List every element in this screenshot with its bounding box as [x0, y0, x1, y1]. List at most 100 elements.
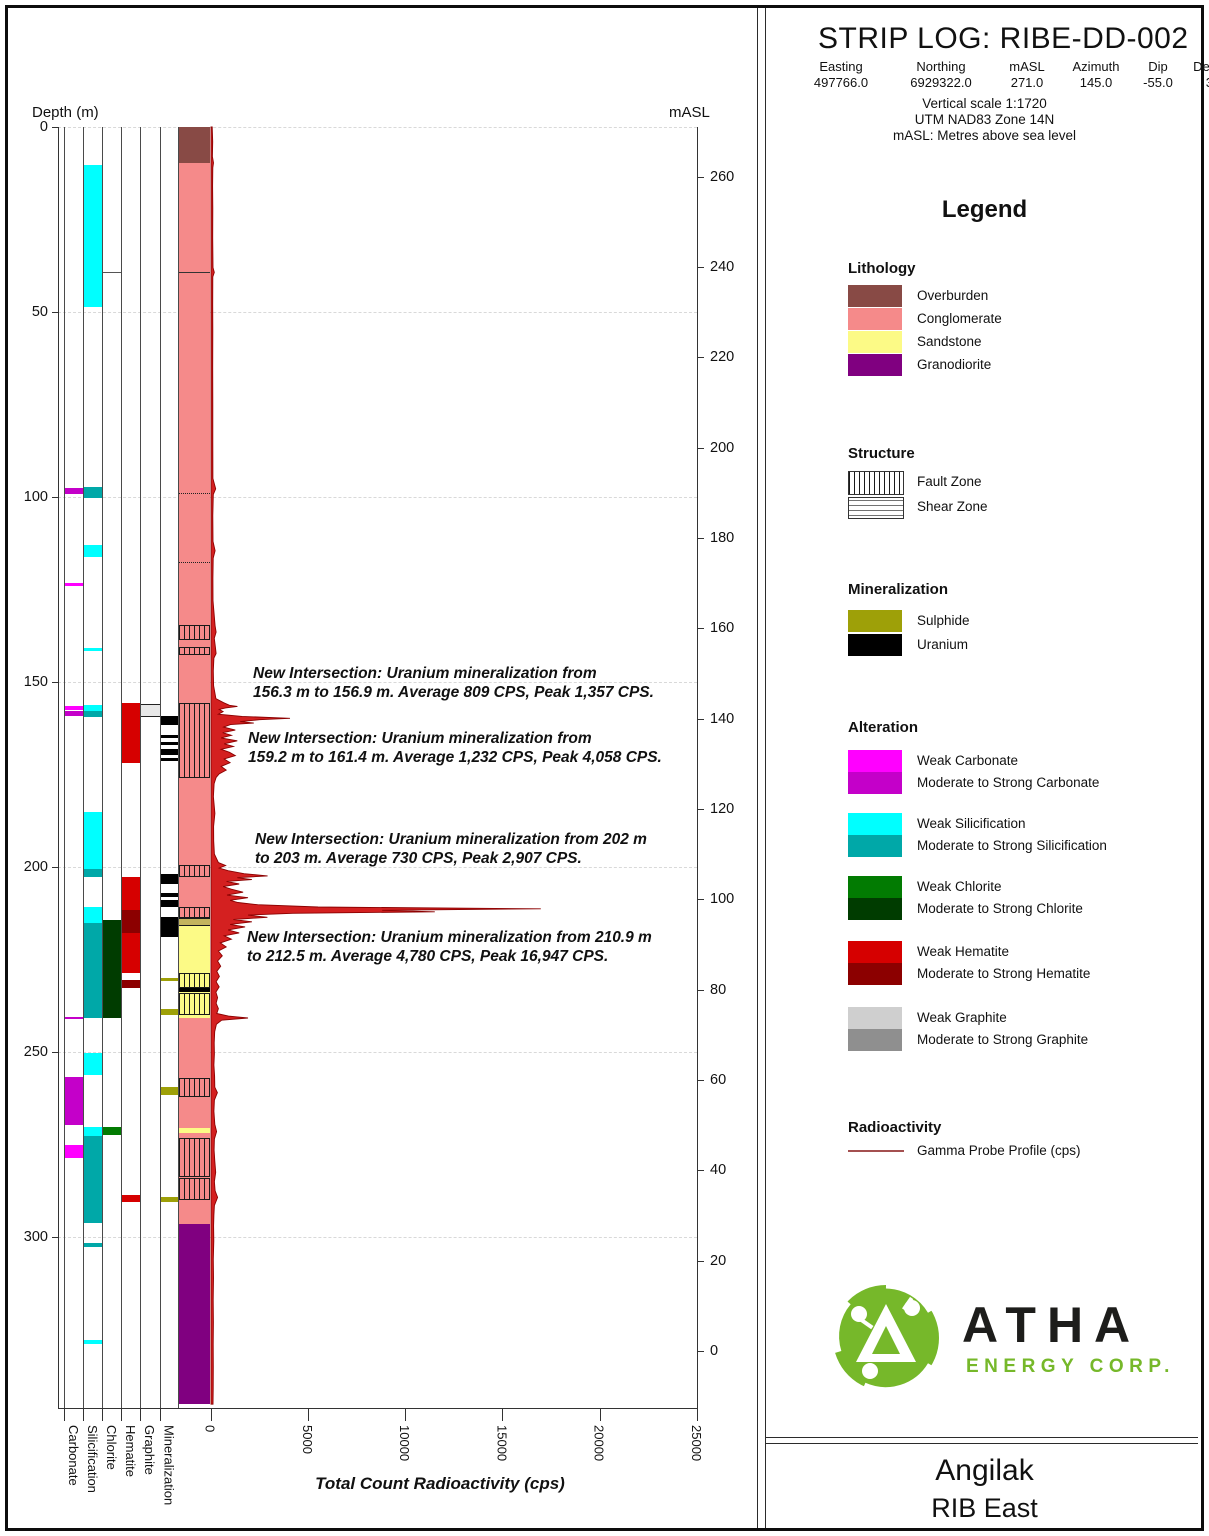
fault-zone-overlay	[179, 1137, 210, 1178]
track-interval-uranium	[160, 748, 178, 755]
swatch-fault-zone	[848, 471, 904, 495]
masl-tick-label: 160	[710, 620, 735, 637]
track-border	[102, 127, 103, 1408]
track-interval-hematite_weak	[122, 932, 140, 973]
x-axis-title: Total Count Radioactivity (cps)	[315, 1474, 565, 1493]
litho-interval-sandstone	[179, 1127, 210, 1134]
masl-tick-label: 240	[710, 259, 735, 276]
legend-label-gamma: Gamma Probe Profile (cps)	[917, 1143, 1081, 1158]
masl-tick-label: 180	[710, 530, 735, 547]
masl-tick	[697, 1170, 704, 1172]
utm-note: UTM NAD83 Zone 14N	[914, 112, 1055, 127]
legend-title: Legend	[941, 196, 1028, 223]
masl-tick-label: 200	[710, 439, 735, 456]
track-interval-sulphide	[160, 1087, 178, 1095]
masl-tick-label: 220	[710, 349, 735, 366]
masl-tick	[697, 628, 704, 630]
gamma-tick-label: 20000	[591, 1425, 607, 1462]
track-interval-silicification_weak	[84, 704, 102, 711]
track-interval-carbonate_weak	[65, 582, 83, 587]
masl-tick	[697, 447, 704, 449]
legend-label-hematite-strong: Moderate to Strong Hematite	[917, 966, 1091, 981]
masl-tick-label: 120	[710, 801, 735, 818]
depth-gridline	[58, 497, 697, 498]
legend-heading-structure: Structure	[848, 445, 915, 462]
swatch-graphite-strong	[848, 1029, 902, 1051]
track-interval-uranium	[160, 757, 178, 762]
track-interval-uranium	[160, 874, 178, 884]
masl-tick-label: 20	[710, 1252, 727, 1269]
gamma-axis-tick	[307, 1408, 309, 1421]
footer-divider-bottom	[766, 1443, 1198, 1444]
track-interval-chlorite_weak	[103, 1127, 121, 1135]
legend-label-graphite-weak: Weak Graphite	[917, 1010, 1007, 1025]
masl-tick-label: 80	[710, 981, 727, 998]
swatch-sulphide	[848, 610, 902, 632]
legend-label-fault-zone: Fault Zone	[917, 474, 982, 489]
swatch-silicification-weak	[848, 813, 902, 835]
track-label: Hematite	[123, 1425, 138, 1478]
track-interval-silicification_weak	[84, 1340, 102, 1344]
track-interval-silicification_weak	[84, 545, 102, 557]
masl-tick	[697, 357, 704, 359]
legend-label-overburden: Overburden	[917, 288, 989, 303]
legend-label-conglomerate: Conglomerate	[917, 311, 1002, 326]
gamma-profile-curve	[210, 126, 541, 1405]
swatch-sandstone	[848, 331, 902, 353]
depth-gridline	[58, 867, 697, 868]
gamma-tick-label: 25000	[689, 1425, 704, 1462]
panel-divider-right	[765, 8, 766, 1528]
depth-gridline	[58, 1237, 697, 1238]
track-axis-tick	[140, 1408, 141, 1421]
track-interval-uranium	[160, 892, 178, 897]
brand-wordmark: ATHA	[962, 1297, 1142, 1353]
track-interval-hematite_weak	[122, 876, 140, 910]
gamma-tick-label: 5000	[299, 1425, 315, 1454]
x-axis-line	[58, 1408, 698, 1409]
masl-tick	[697, 1351, 704, 1353]
depth-tick-label: 150	[23, 674, 48, 690]
legend-heading-lithology: Lithology	[848, 260, 916, 277]
track-interval-chlorite_strong	[103, 919, 121, 1018]
gamma-axis-tick	[210, 1408, 212, 1421]
track-axis-tick	[64, 1408, 65, 1421]
collar-col-depth: Depth (m)345.2	[1193, 59, 1209, 90]
depth-tick	[52, 1237, 58, 1238]
litho-interval-overburden	[179, 127, 210, 163]
legend-label-silicification-weak: Weak Silicification	[917, 816, 1026, 831]
litho-interval-conglomerate	[179, 162, 210, 926]
masl-tick	[697, 538, 704, 540]
track-axis-tick	[121, 1408, 122, 1421]
gamma-axis-tick	[502, 1408, 504, 1421]
track-border	[121, 127, 122, 1408]
gamma-axis-tick	[599, 1408, 601, 1421]
chlorite-marker-line	[103, 272, 121, 274]
legend-label-hematite-weak: Weak Hematite	[917, 944, 1010, 959]
track-interval-silicification_strong	[84, 1135, 102, 1223]
depth-gridline	[58, 127, 697, 128]
gamma-line-icon	[848, 1150, 904, 1152]
collar-table: Easting 497766.0 Northing 6929322.0 mASL 27…	[795, 59, 1209, 90]
track-interval-silicification_weak	[84, 811, 102, 869]
collar-col-masl: mASL 271.0	[1009, 59, 1045, 90]
collar-col-dip: Dip -55.0	[1143, 59, 1173, 90]
track-interval-carbonate_strong	[65, 488, 83, 495]
legend-label-chlorite-strong: Moderate to Strong Chlorite	[917, 901, 1083, 916]
track-interval-hematite_weak	[122, 703, 140, 764]
swatch-chlorite-strong	[848, 898, 902, 920]
litho-interval-uranium	[179, 987, 210, 993]
legend-label-sulphide: Sulphide	[917, 613, 970, 628]
depth-tick	[52, 127, 58, 128]
track-border	[178, 127, 179, 1408]
track-interval-uranium	[160, 716, 178, 725]
swatch-hematite-weak	[848, 941, 902, 963]
track-label: Mineralization	[161, 1425, 177, 1506]
masl-tick-label: 60	[710, 1072, 727, 1089]
depth-tick-label: 100	[23, 489, 48, 505]
track-interval-silicification_weak	[84, 1053, 102, 1075]
gamma-tick-label: 10000	[397, 1425, 413, 1462]
track-border	[83, 127, 84, 1408]
track-label: Graphite	[142, 1425, 157, 1475]
masl-tick-label: 100	[710, 891, 735, 908]
